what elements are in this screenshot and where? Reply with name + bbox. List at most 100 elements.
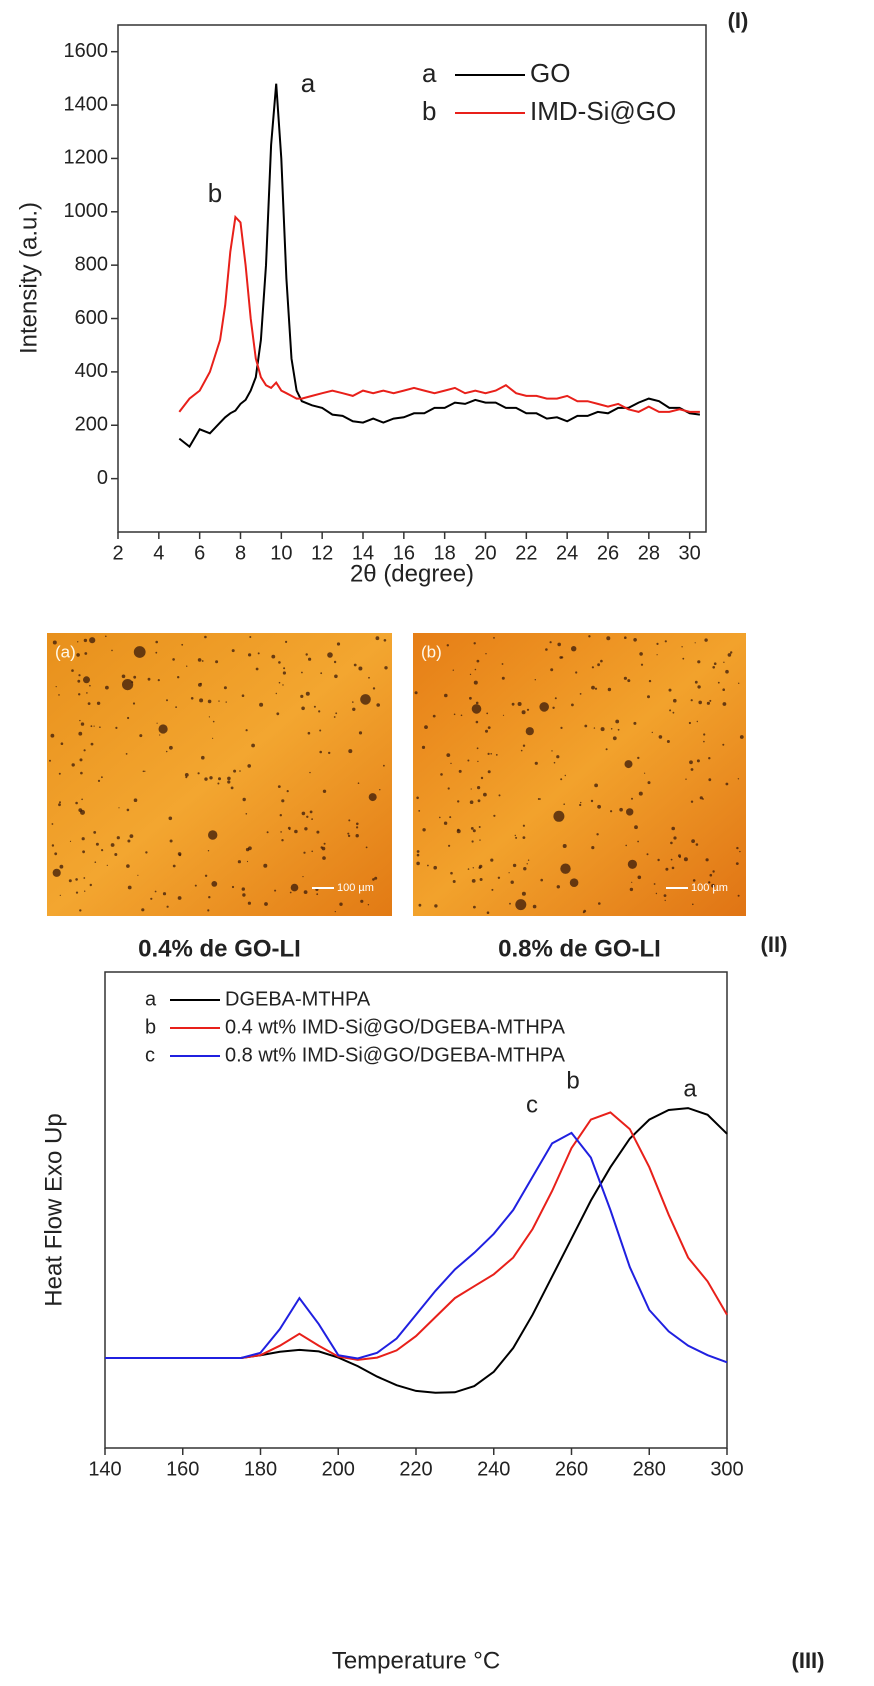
particle: [311, 850, 314, 853]
particle: [93, 831, 97, 834]
particle: [610, 810, 613, 813]
data-line: [105, 1131, 728, 1364]
particle: [681, 646, 683, 648]
particle: [439, 816, 441, 819]
particle: [440, 773, 443, 776]
particle: [383, 764, 385, 767]
particle: [58, 772, 61, 775]
particle: [596, 833, 599, 836]
particle: [249, 636, 252, 638]
particle: [648, 679, 652, 683]
particle: [737, 894, 740, 897]
particle: [477, 786, 481, 790]
y-axis-label: Intensity (a.u.): [15, 202, 42, 354]
particle: [474, 668, 477, 671]
particle: [285, 640, 288, 644]
particle: [717, 681, 720, 684]
particle: [283, 667, 286, 670]
particle: [356, 822, 359, 826]
particle: [141, 908, 145, 912]
particle: [722, 702, 727, 706]
particle: [58, 803, 61, 807]
particle: [319, 750, 323, 754]
particle: [571, 703, 574, 707]
particle: [75, 891, 79, 894]
particle: [75, 801, 78, 805]
particle: [71, 669, 74, 672]
particle: [694, 642, 696, 644]
particle: [75, 878, 78, 881]
particle: [339, 902, 343, 906]
particle: [69, 840, 72, 843]
particle: [101, 849, 104, 852]
particle: [534, 761, 538, 765]
particle: [688, 721, 692, 725]
particle: [690, 768, 694, 771]
particle: [142, 770, 145, 773]
x-tick-label: 220: [399, 1458, 432, 1480]
y-tick-label: 800: [75, 253, 108, 275]
particle: [591, 666, 595, 669]
particle: [301, 671, 303, 674]
x-tick-label: 10: [270, 542, 292, 564]
particle: [490, 753, 493, 755]
particle: [627, 859, 638, 869]
particle: [247, 764, 251, 768]
particle: [702, 798, 704, 800]
particle: [549, 641, 552, 644]
particle: [416, 853, 420, 857]
particle: [422, 828, 426, 832]
particle: [281, 839, 284, 842]
particle: [209, 776, 213, 780]
panel-label: (I): [728, 8, 749, 33]
particle: [673, 698, 677, 703]
legend-letter: b: [145, 1016, 156, 1038]
particle: [90, 725, 93, 728]
peak-annotation: c: [526, 1091, 538, 1118]
micrograph-caption: 0.8% de GO-LI: [498, 935, 661, 962]
particle: [336, 642, 341, 646]
particle: [126, 808, 130, 812]
particle: [600, 727, 605, 732]
particle: [353, 663, 357, 667]
particle: [448, 844, 451, 847]
particle: [367, 904, 370, 906]
particle: [646, 853, 649, 856]
particle: [172, 658, 175, 661]
particle: [638, 791, 643, 796]
particle: [122, 679, 134, 691]
plot-frame: [117, 24, 707, 533]
particle: [218, 700, 220, 702]
particle: [727, 653, 732, 657]
particle: [233, 769, 237, 773]
particle: [560, 863, 571, 874]
panel-label: (II): [761, 932, 788, 957]
particle: [131, 681, 134, 684]
particle: [197, 658, 202, 662]
particle: [159, 734, 161, 736]
x-tick-label: 30: [679, 542, 701, 564]
particle: [89, 684, 91, 687]
particle: [144, 770, 146, 772]
particle: [470, 827, 474, 830]
particle: [655, 892, 658, 895]
particle: [416, 861, 420, 866]
particle: [300, 694, 304, 699]
particle: [245, 729, 248, 732]
particle: [477, 760, 479, 763]
x-tick-label: 12: [311, 542, 333, 564]
legend-letter: a: [145, 988, 157, 1010]
particle: [97, 779, 101, 783]
particle: [158, 724, 168, 734]
particle: [522, 836, 526, 839]
particle: [207, 909, 210, 912]
particle: [725, 669, 729, 674]
peak-annotation: a: [683, 1075, 697, 1102]
particle: [678, 854, 681, 858]
particle: [198, 683, 202, 687]
particle: [242, 893, 246, 897]
particle: [231, 885, 235, 889]
particle: [245, 813, 248, 815]
particle: [476, 659, 480, 663]
particle: [328, 751, 331, 755]
